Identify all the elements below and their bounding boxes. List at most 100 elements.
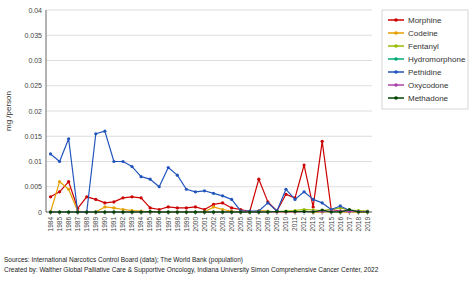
point: [212, 205, 215, 208]
point: [239, 210, 242, 213]
point: [149, 210, 152, 213]
point: [85, 210, 88, 213]
point: [284, 188, 287, 191]
point: [293, 198, 296, 201]
point: [239, 210, 242, 213]
legend-marker: [394, 83, 398, 87]
source-note: Sources: International Narcotics Control…: [4, 256, 243, 264]
point: [112, 210, 115, 213]
point: [203, 210, 206, 213]
y-grid: [46, 10, 372, 212]
point: [112, 210, 115, 213]
legend-marker: [394, 31, 398, 35]
point: [167, 205, 170, 208]
point: [112, 200, 115, 203]
point: [49, 195, 52, 198]
point: [203, 210, 206, 213]
point: [49, 210, 52, 213]
x-tick-label: 1996: [155, 217, 162, 232]
point: [58, 210, 61, 213]
point: [330, 210, 333, 213]
x-tick-label: 2006: [246, 217, 253, 232]
point: [366, 210, 369, 213]
point: [94, 210, 97, 213]
point: [167, 166, 170, 169]
point: [348, 208, 351, 211]
point: [49, 210, 52, 213]
point: [176, 210, 179, 213]
point: [248, 210, 251, 213]
point: [103, 210, 106, 213]
grid-line: [46, 161, 372, 162]
y-tick-label: 0.025: [24, 82, 42, 89]
point: [185, 206, 188, 209]
point: [357, 210, 360, 213]
point: [194, 190, 197, 193]
x-tick-label: 1995: [146, 217, 153, 232]
point: [212, 210, 215, 213]
point: [194, 205, 197, 208]
grid-line: [46, 85, 372, 86]
point: [257, 210, 260, 213]
point: [67, 180, 70, 183]
point: [230, 210, 233, 213]
point: [67, 210, 70, 213]
point: [149, 178, 152, 181]
point: [302, 190, 305, 193]
point: [230, 210, 233, 213]
y-tick-label: 0.03: [28, 57, 42, 64]
point: [284, 210, 287, 213]
plot-area: [49, 130, 369, 214]
series-line: [51, 208, 368, 212]
legend-label: Hydromorphone: [408, 55, 466, 64]
point: [302, 210, 305, 213]
point: [112, 210, 115, 213]
point: [130, 210, 133, 213]
grid-line: [46, 186, 372, 187]
point: [275, 210, 278, 213]
y-tick-label: 0.005: [24, 183, 42, 190]
point: [139, 210, 142, 213]
x-tick-label: 2010: [282, 217, 289, 232]
point: [366, 210, 369, 213]
point: [176, 210, 179, 213]
x-tick-label: 2016: [337, 217, 344, 232]
chart: 00.0050.010.0150.020.0250.030.0350.04198…: [0, 0, 474, 286]
point: [257, 210, 260, 213]
point: [49, 210, 52, 213]
legend-label: Methadone: [408, 94, 449, 103]
point: [185, 210, 188, 213]
x-tick-label: 1991: [110, 217, 117, 232]
point: [58, 180, 61, 183]
point: [357, 210, 360, 213]
point: [248, 210, 251, 213]
legend-label: Fentanyl: [408, 42, 439, 51]
x-tick-label: 1999: [183, 217, 190, 232]
grid-line: [46, 111, 372, 112]
point: [76, 210, 79, 213]
point: [293, 210, 296, 213]
point: [185, 188, 188, 191]
point: [149, 210, 152, 213]
point: [321, 140, 324, 143]
point: [230, 206, 233, 209]
point: [357, 210, 360, 213]
x-tick-label: 2014: [318, 217, 325, 232]
point: [239, 210, 242, 213]
point: [185, 210, 188, 213]
point: [67, 210, 70, 213]
point: [76, 210, 79, 213]
point: [312, 210, 315, 213]
y-tick-label: 0.02: [28, 108, 42, 115]
x-tick-label: 2005: [237, 217, 244, 232]
point: [194, 210, 197, 213]
y-tick-label: 0.04: [28, 7, 42, 14]
point: [94, 132, 97, 135]
legend: MorphineCodeineFentanylHydromorphonePeth…: [382, 10, 468, 109]
y-tick-label: 0: [38, 209, 42, 216]
series: [49, 180, 369, 214]
point: [121, 210, 124, 213]
point: [103, 210, 106, 213]
legend-marker: [394, 70, 398, 74]
legend-frame: [382, 10, 468, 109]
